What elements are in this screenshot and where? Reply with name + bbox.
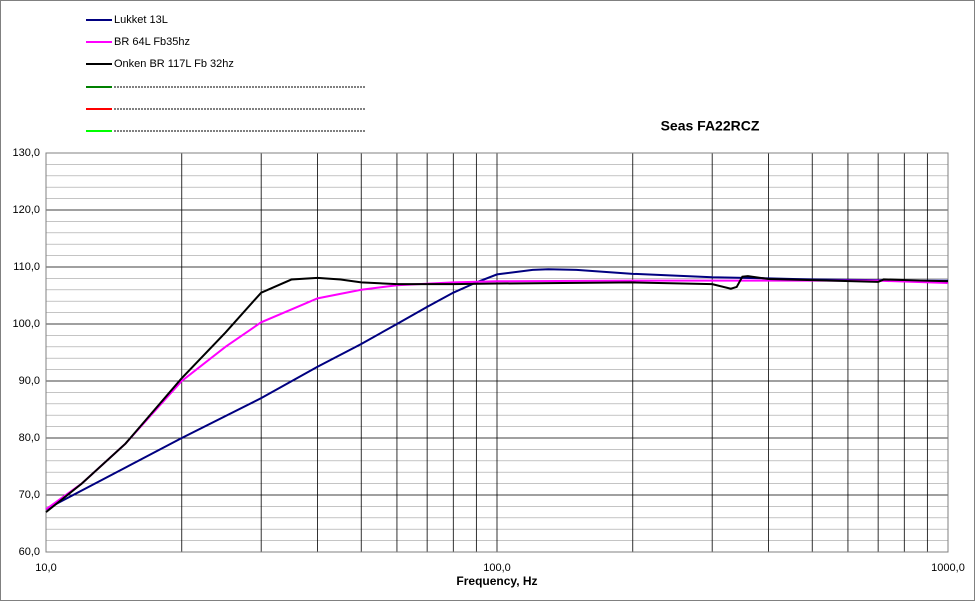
legend-label: Onken BR 117L Fb 32hz [114, 58, 234, 70]
y-tick-label: 80,0 [19, 432, 40, 444]
chart-title: Seas FA22RCZ [661, 118, 760, 134]
x-axis-label: Frequency, Hz [456, 574, 537, 588]
y-tick-label: 60,0 [19, 546, 40, 558]
legend-empty-entries [86, 86, 365, 132]
x-tick-label: 100,0 [483, 562, 511, 574]
series-line [45, 275, 949, 513]
y-tick-label: 70,0 [19, 489, 40, 501]
y-tick-label: 90,0 [19, 375, 40, 387]
y-tick-label: 130,0 [12, 147, 40, 159]
y-tick-label: 110,0 [13, 261, 40, 273]
legend-label: BR 64L Fb35hz [114, 36, 190, 48]
y-tick-label: 100,0 [12, 318, 40, 330]
y-tick-label: 120,0 [12, 204, 40, 216]
legend-label: Lukket 13L [114, 14, 168, 26]
x-tick-label: 1000,0 [931, 562, 965, 574]
x-tick-label: 10,0 [35, 562, 56, 574]
plot-border [45, 152, 949, 553]
